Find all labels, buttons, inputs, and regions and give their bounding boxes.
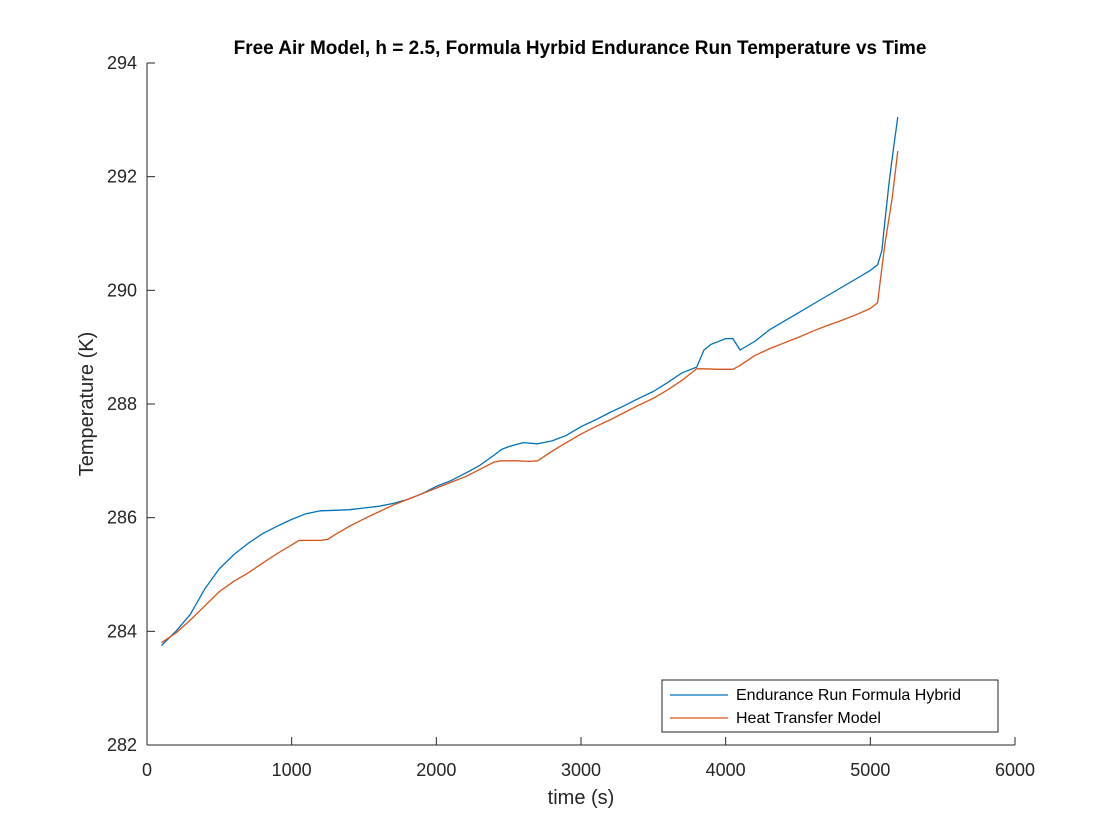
y-tick-label: 282: [107, 735, 137, 755]
x-tick-label: 2000: [416, 760, 456, 780]
x-ticks: 0 1000 2000 3000 4000 5000 6000: [142, 737, 1035, 780]
legend-box: [661, 679, 999, 733]
chart-title: Free Air Model, h = 2.5, Formula Hyrbid …: [234, 38, 927, 59]
y-tick-label: 294: [107, 53, 137, 73]
y-tick-label: 288: [107, 394, 137, 414]
x-tick-label: 6000: [995, 760, 1035, 780]
x-tick-label: 4000: [706, 760, 746, 780]
legend-label-endurance-run: Endurance Run Formula Hybrid: [736, 687, 961, 704]
series-line-heat-transfer-model: [161, 151, 899, 644]
series-line-endurance-run: [161, 116, 899, 646]
y-tick-label: 290: [107, 280, 137, 300]
y-axis-label: Temperature (K): [76, 332, 98, 477]
x-tick-label: 3000: [561, 760, 601, 780]
series-layer: [161, 116, 899, 646]
y-ticks: 282 284 286 288 290 292 294: [107, 53, 155, 755]
x-axis-label: time (s): [548, 787, 615, 809]
x-tick-label: 1000: [272, 760, 312, 780]
legend-label-heat-transfer-model: Heat Transfer Model: [736, 710, 881, 727]
legend: Endurance Run Formula Hybrid Heat Transf…: [661, 679, 999, 733]
y-tick-label: 286: [107, 508, 137, 528]
y-tick-label: 292: [107, 167, 137, 187]
x-tick-label: 5000: [850, 760, 890, 780]
x-tick-label: 0: [142, 760, 152, 780]
y-tick-label: 284: [107, 621, 137, 641]
